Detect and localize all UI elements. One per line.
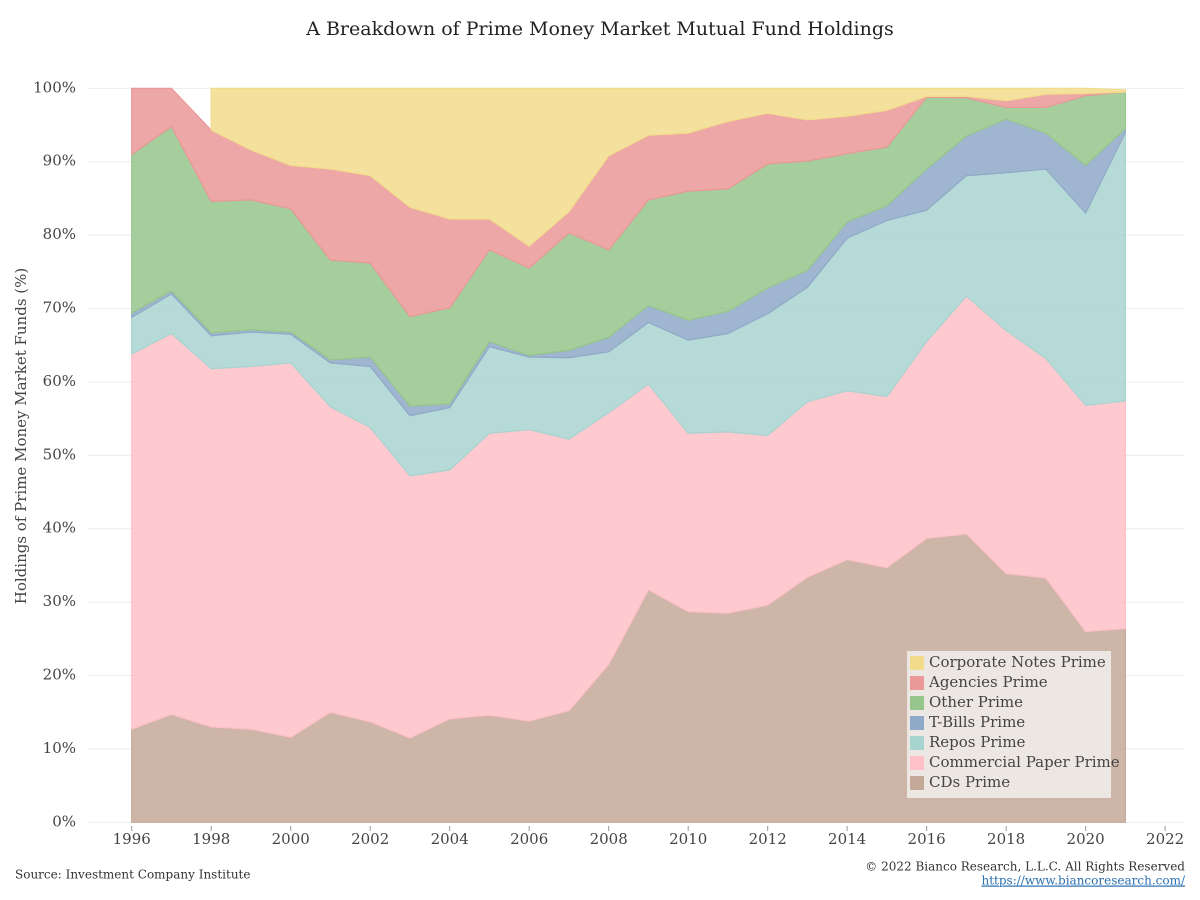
y-tick-label: 100% (33, 78, 76, 96)
legend-label: Other Prime (929, 693, 1023, 711)
legend-label: Corporate Notes Prime (929, 653, 1106, 671)
legend-label: Commercial Paper Prime (929, 753, 1120, 771)
y-tick-label: 70% (43, 299, 76, 317)
x-tick-label: 2008 (590, 830, 628, 848)
legend-swatch (910, 736, 924, 750)
y-tick-label: 10% (43, 739, 76, 757)
chart-title: A Breakdown of Prime Money Market Mutual… (305, 18, 894, 40)
legend-label: Agencies Prime (928, 673, 1048, 691)
x-tick-label: 1998 (192, 830, 230, 848)
y-tick-label: 40% (43, 519, 76, 537)
x-tick-label: 2022 (1146, 830, 1184, 848)
legend-label: Repos Prime (929, 733, 1026, 751)
x-tick-label: 2012 (749, 830, 787, 848)
x-tick-label: 2004 (431, 830, 469, 848)
legend-swatch (910, 656, 924, 670)
legend-swatch (910, 756, 924, 770)
y-tick-label: 60% (43, 372, 76, 390)
url-link[interactable]: https://www.biancoresearch.com/ (981, 874, 1185, 888)
legend-swatch (910, 696, 924, 710)
x-tick-label: 2016 (908, 830, 946, 848)
legend-swatch (910, 716, 924, 730)
x-tick-label: 2000 (272, 830, 310, 848)
legend-box (907, 651, 1111, 798)
y-tick-label: 0% (52, 812, 76, 830)
y-tick-label: 20% (43, 666, 76, 684)
x-tick-label: 2014 (828, 830, 866, 848)
source: Source: Investment Company Institute (15, 868, 250, 882)
x-tick-label: 2020 (1067, 830, 1105, 848)
x-tick-label: 2002 (351, 830, 389, 848)
y-tick-label: 30% (43, 592, 76, 610)
legend-label: T-Bills Prime (929, 713, 1025, 731)
x-tick-label: 1996 (113, 830, 151, 848)
y-tick-label: 50% (43, 445, 76, 463)
legend-label: CDs Prime (929, 773, 1010, 791)
x-tick-label: 2018 (987, 830, 1025, 848)
area (210, 87, 1126, 247)
legend-swatch (910, 776, 924, 790)
x-tick-label: 2010 (669, 830, 707, 848)
y-tick-label: 80% (43, 225, 76, 243)
y-axis-label: Holdings of Prime Money Market Funds (%) (12, 268, 30, 604)
y-tick-label: 90% (43, 152, 76, 170)
legend-swatch (910, 676, 924, 690)
x-tick-label: 2006 (510, 830, 548, 848)
copyright: © 2022 Bianco Research, L.L.C. All Right… (865, 860, 1185, 874)
